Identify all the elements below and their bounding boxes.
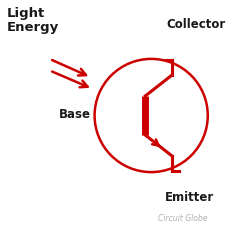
Text: Circuit Globe: Circuit Globe bbox=[158, 214, 207, 223]
Text: Emitter: Emitter bbox=[165, 191, 214, 204]
Text: Collector: Collector bbox=[167, 18, 226, 31]
Text: Light
Energy: Light Energy bbox=[7, 7, 59, 34]
Text: Base: Base bbox=[59, 108, 91, 121]
